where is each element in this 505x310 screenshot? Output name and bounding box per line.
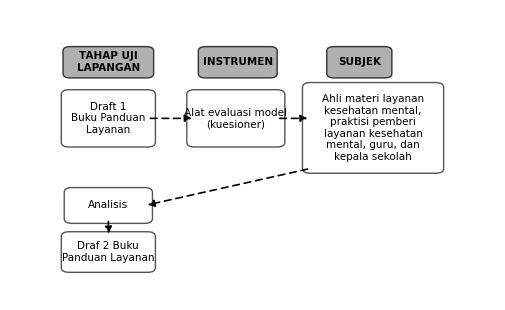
FancyBboxPatch shape — [64, 188, 152, 224]
FancyBboxPatch shape — [198, 46, 277, 78]
Text: Analisis: Analisis — [88, 201, 128, 210]
Text: SUBJEK: SUBJEK — [337, 57, 380, 67]
Text: Draf 2 Buku
Panduan Layanan: Draf 2 Buku Panduan Layanan — [62, 241, 155, 263]
FancyBboxPatch shape — [61, 90, 155, 147]
FancyBboxPatch shape — [61, 232, 155, 272]
Text: INSTRUMEN: INSTRUMEN — [203, 57, 272, 67]
FancyBboxPatch shape — [63, 46, 154, 78]
FancyBboxPatch shape — [326, 46, 391, 78]
FancyBboxPatch shape — [186, 90, 284, 147]
FancyBboxPatch shape — [302, 82, 443, 173]
Text: Alat evaluasi model
(kuesioner): Alat evaluasi model (kuesioner) — [184, 108, 287, 129]
Text: TAHAP UJI
LAPANGAN: TAHAP UJI LAPANGAN — [77, 51, 140, 73]
Text: Ahli materi layanan
kesehatan mental,
praktisi pemberi
layanan kesehatan
mental,: Ahli materi layanan kesehatan mental, pr… — [321, 94, 423, 162]
Text: Draft 1
Buku Panduan
Layanan: Draft 1 Buku Panduan Layanan — [71, 102, 145, 135]
